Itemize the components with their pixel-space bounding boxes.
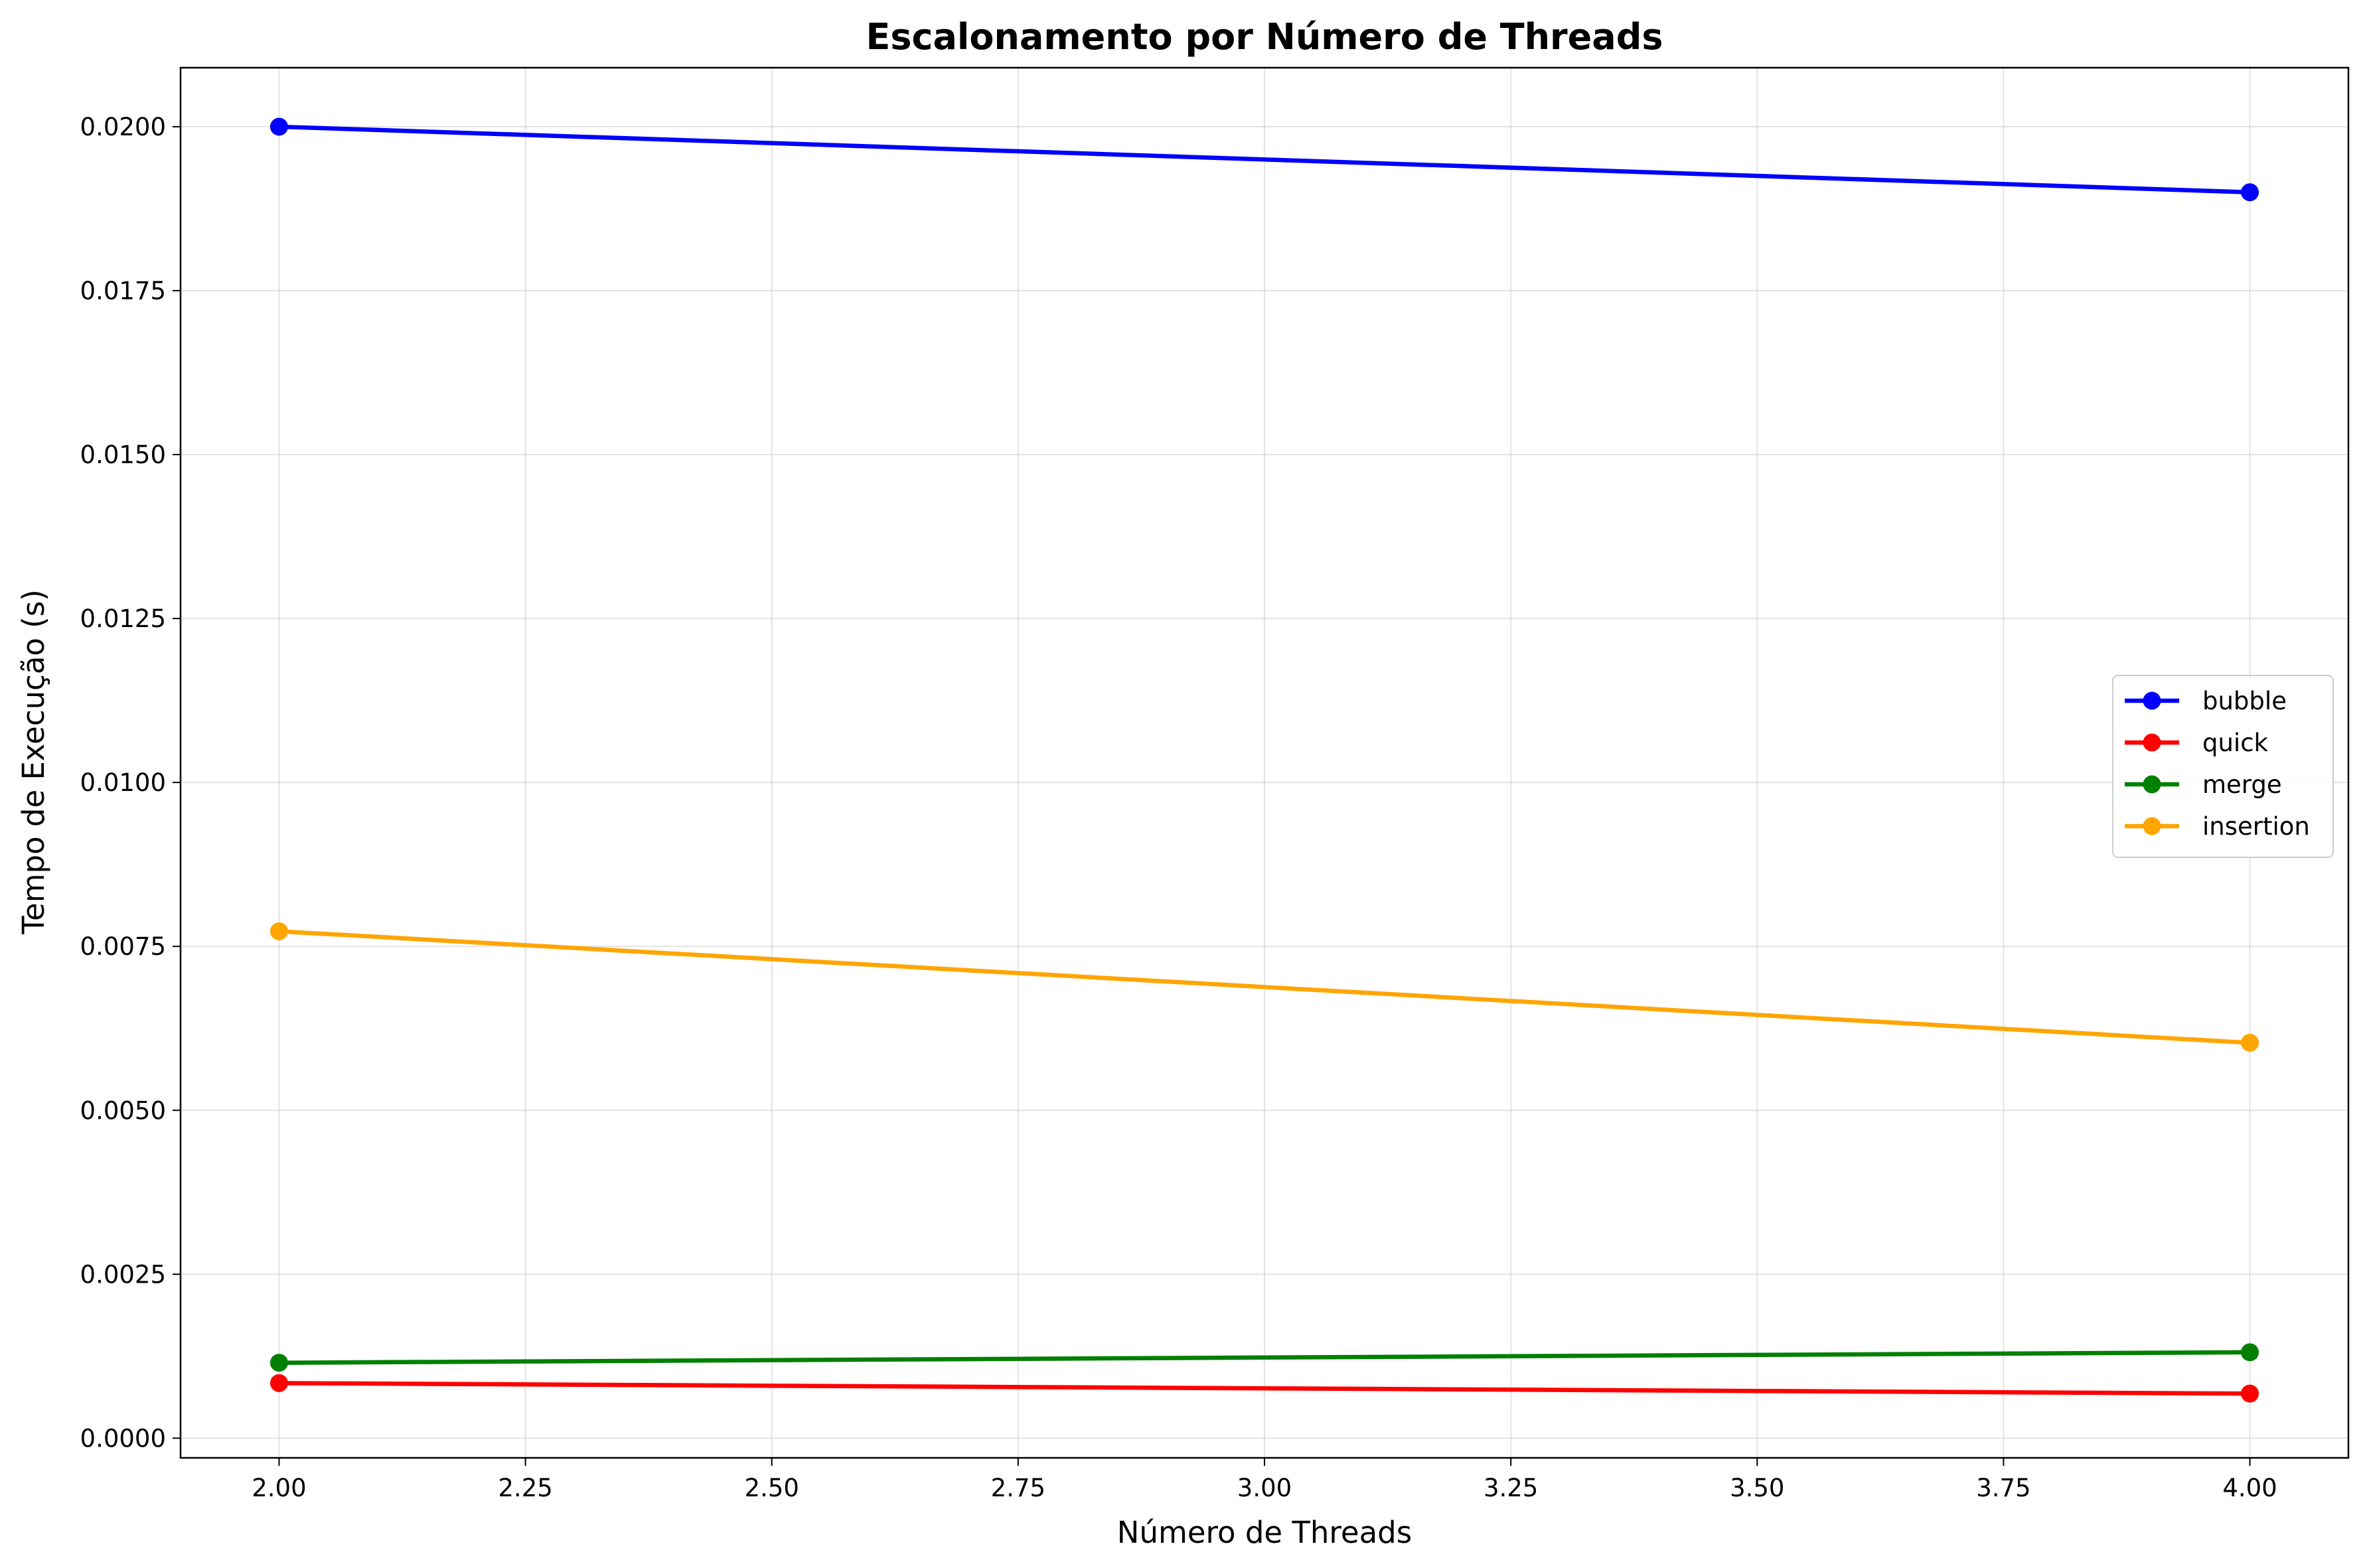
y-tick-label: 0.0050 [80, 1096, 166, 1125]
grid [181, 68, 2348, 1458]
data-point-merge [2241, 1343, 2259, 1362]
data-point-merge [269, 1354, 288, 1372]
y-tick-label: 0.0125 [80, 605, 166, 633]
legend-swatch-marker [2143, 691, 2161, 710]
y-tick-label: 0.0025 [80, 1260, 166, 1289]
data-point-bubble [269, 117, 288, 136]
x-tick-label: 2.50 [745, 1474, 799, 1502]
y-tick-label: 0.0175 [80, 277, 166, 305]
y-tick-label: 0.0150 [80, 441, 166, 469]
legend: bubble quick merge insertion [2112, 675, 2334, 858]
legend-swatch-marker [2143, 817, 2161, 835]
y-axis: 0.0000 0.0025 0.0050 0.0075 0.0100 0.0125 0.01… [80, 113, 181, 1453]
legend-item-quick: quick [2125, 729, 2269, 757]
legend-label: insertion [2202, 812, 2310, 841]
x-axis-label: Número de Threads [1117, 1515, 1412, 1550]
data-point-insertion [2241, 1033, 2259, 1052]
legend-label: quick [2202, 729, 2269, 757]
y-tick-label: 0.0200 [80, 113, 166, 141]
x-axis: 2.00 2.25 2.50 2.75 3.00 3.25 3.50 3.75 4.00 [252, 1458, 2277, 1502]
data-point-insertion [269, 922, 288, 940]
x-tick-label: 3.00 [1237, 1474, 1292, 1502]
x-tick-label: 2.25 [498, 1474, 552, 1502]
legend-label: bubble [2202, 687, 2287, 715]
legend-item-merge: merge [2125, 770, 2282, 799]
series-line-quick [279, 1381, 2250, 1396]
legend-swatch-marker [2143, 733, 2161, 752]
series-bubble [269, 117, 2259, 202]
x-tick-label: 3.75 [1976, 1474, 2030, 1502]
x-tick-label: 2.00 [252, 1474, 306, 1502]
y-tick-label: 0.0100 [80, 768, 166, 797]
series-layer [269, 117, 2259, 1403]
legend-item-bubble: bubble [2125, 687, 2287, 715]
y-tick-label: 0.0075 [80, 932, 166, 961]
series-quick [269, 1374, 2259, 1403]
series-merge [269, 1343, 2259, 1372]
series-line-insertion [279, 929, 2250, 1045]
series-line-merge [279, 1350, 2250, 1365]
series-insertion [269, 922, 2259, 1052]
chart-title: Escalonamento por Número de Threads [866, 16, 1663, 58]
series-line-bubble [279, 124, 2250, 195]
data-point-quick [269, 1374, 288, 1392]
legend-label: merge [2202, 770, 2282, 799]
x-tick-label: 3.25 [1484, 1474, 1538, 1502]
y-axis-label: Tempo de Execução (s) [16, 589, 51, 935]
legend-box [2112, 675, 2334, 858]
x-tick-label: 3.50 [1730, 1474, 1784, 1502]
legend-item-insertion: insertion [2125, 812, 2310, 841]
data-point-quick [2241, 1384, 2259, 1403]
y-tick-label: 0.0000 [80, 1424, 166, 1453]
x-tick-label: 2.75 [991, 1474, 1045, 1502]
x-tick-label: 4.00 [2222, 1474, 2277, 1502]
data-point-bubble [2241, 183, 2259, 202]
legend-swatch-marker [2143, 775, 2161, 794]
